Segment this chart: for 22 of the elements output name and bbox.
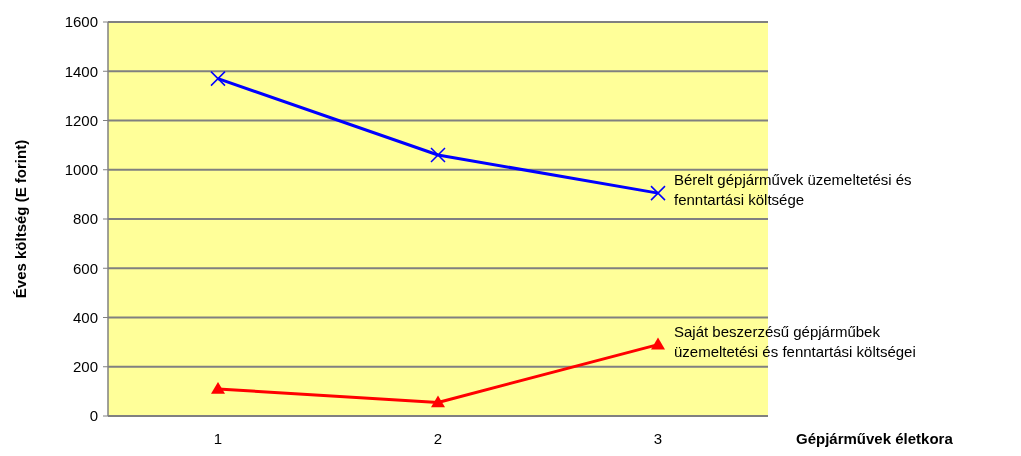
y-tick-label: 1600: [64, 13, 98, 31]
y-tick-label: 200: [72, 358, 98, 375]
point: [650, 185, 666, 201]
y-tick-label: 600: [72, 259, 98, 277]
x-tick-label: 3: [653, 430, 663, 447]
y-tick-label: 0: [89, 407, 98, 425]
y-tick-label: 800: [72, 210, 98, 228]
series-label: Bérelt gépjárművek üzemeltetési és fenntartási költsége: [674, 171, 912, 209]
point: [431, 395, 445, 408]
x-tick-label: 1: [213, 430, 223, 447]
point: [210, 70, 226, 87]
y-tick-label: 1200: [64, 111, 98, 129]
x-axis-title: Gépjárművek életkora: [796, 430, 954, 447]
point: [211, 381, 225, 394]
series-label: Saját beszerzésű gépjárműbek üzemeltetési és fenntartási költségei: [674, 322, 916, 360]
y-tick-label: 400: [72, 308, 98, 326]
point: [651, 337, 665, 350]
y-tick-label: 1400: [64, 62, 98, 80]
y-axis-title: Éves költség (E forint): [12, 139, 29, 299]
y-tick-label: 1000: [64, 161, 98, 178]
point: [430, 147, 446, 163]
x-tick-label: 2: [433, 430, 443, 447]
